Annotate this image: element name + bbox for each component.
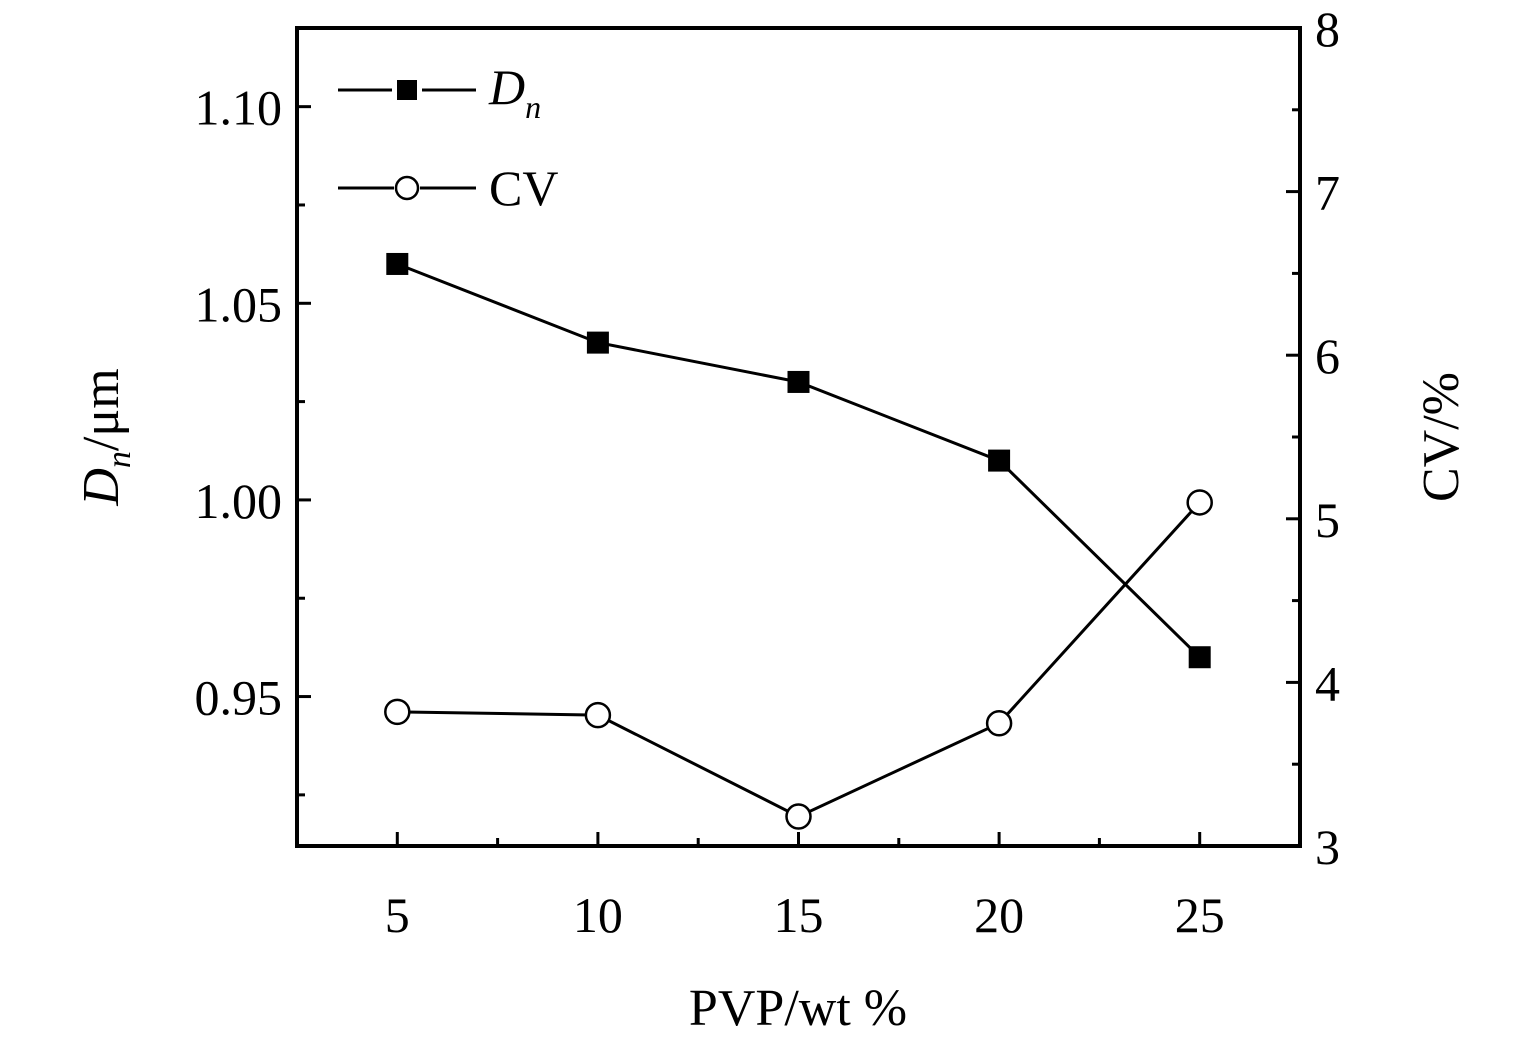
y-left-tick-label: 1.00: [195, 473, 283, 529]
y-right-tick-label: 4: [1315, 655, 1340, 711]
data-point-cv: [985, 710, 1013, 737]
series-points: [384, 252, 1213, 830]
svg-text:Dn/μm: Dn/μm: [73, 368, 138, 506]
series-lines: [396, 262, 1201, 819]
y-left-label-unit: /μm: [73, 368, 130, 451]
y-left-tick-label: 0.95: [195, 670, 283, 726]
x-tick-label: 15: [774, 887, 824, 943]
y-axis-left-label: Dn/μm: [73, 368, 138, 506]
data-point-cv: [785, 803, 812, 830]
y-left-tick-label: 1.10: [195, 80, 283, 136]
legend-cv-marker: [394, 175, 420, 201]
data-point-dn: [386, 252, 409, 275]
legend-cv-label: CV: [489, 160, 558, 216]
data-point-cv: [584, 701, 612, 729]
y-left-label-sub: n: [101, 451, 138, 468]
y-left-tick-label: 1.05: [195, 276, 283, 332]
y-axis-right-label: CV/%: [1413, 372, 1470, 502]
x-tick-label: 5: [385, 887, 410, 943]
y-right-tick-label: 3: [1315, 819, 1340, 875]
x-tick-label: 25: [1175, 887, 1225, 943]
data-point-dn: [787, 370, 810, 393]
data-point-cv: [1186, 489, 1213, 516]
data-point-cv: [384, 698, 411, 726]
series-line-dn: [396, 262, 1201, 659]
data-point-dn: [1188, 646, 1211, 669]
tick-labels: 5 10 15 20 25 0.95 1.00 1.05 1.10 3 4 5 6 7 8: [195, 1, 1341, 943]
legend: Dn CV: [338, 59, 558, 216]
data-point-dn: [586, 331, 609, 354]
y-right-tick-label: 6: [1315, 328, 1340, 384]
ticks: [297, 105, 1300, 846]
y-right-tick-label: 5: [1315, 492, 1340, 548]
x-tick-label: 10: [573, 887, 623, 943]
y-left-label-main: D: [73, 468, 130, 507]
x-tick-label: 20: [974, 887, 1024, 943]
legend-dn-marker: [397, 80, 417, 100]
y-right-tick-label: 8: [1315, 1, 1340, 57]
series-line-cv: [397, 501, 1201, 819]
legend-dn-label: Dn: [488, 59, 541, 125]
y-right-tick-label: 7: [1315, 165, 1340, 221]
data-point-dn: [988, 449, 1011, 472]
plot-frame: [295, 26, 1302, 848]
x-axis-label: PVP/wt %: [689, 980, 907, 1037]
